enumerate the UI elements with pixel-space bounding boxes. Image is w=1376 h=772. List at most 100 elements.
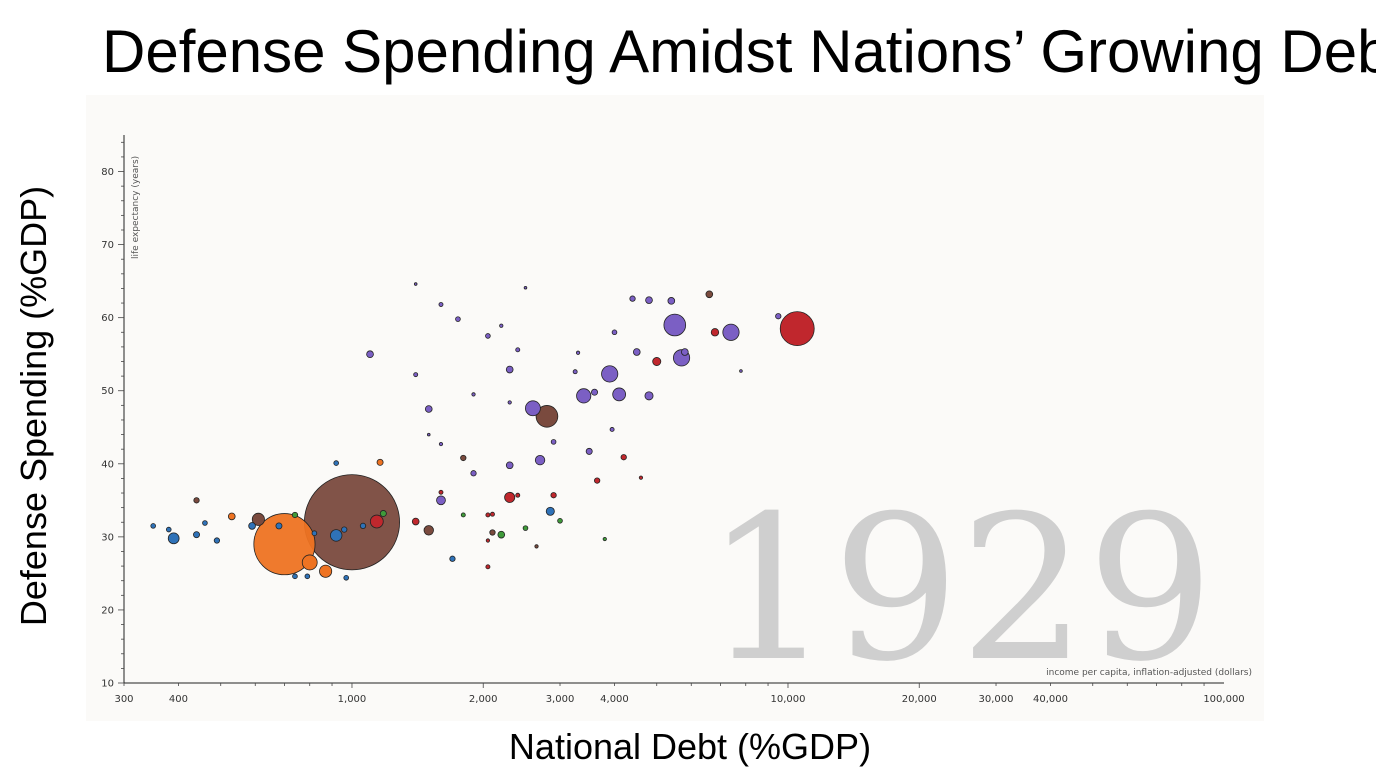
bubble-point[interactable] <box>638 475 644 480</box>
bubble-point[interactable] <box>612 387 627 402</box>
bubble-point[interactable] <box>343 575 349 581</box>
bubble-point[interactable] <box>722 323 740 341</box>
bubble-point[interactable] <box>455 316 461 322</box>
bubble-point[interactable] <box>557 518 563 524</box>
bubble-point[interactable] <box>534 454 546 466</box>
bubble-point[interactable] <box>515 347 521 353</box>
bubble-point[interactable] <box>485 538 491 543</box>
bubble-point[interactable] <box>366 350 374 359</box>
bubble-point[interactable] <box>550 492 557 499</box>
bubble-point[interactable] <box>611 329 618 336</box>
bubble-point[interactable] <box>369 514 384 529</box>
bubble-point[interactable] <box>515 492 521 498</box>
bubble-point[interactable] <box>739 369 743 373</box>
bubble-point[interactable] <box>485 512 491 518</box>
bubble-point[interactable] <box>376 458 384 466</box>
bubble-point[interactable] <box>471 392 476 397</box>
bubble-point[interactable] <box>253 513 316 576</box>
bubble-point[interactable] <box>609 427 615 432</box>
bubble-point[interactable] <box>681 348 689 356</box>
bubble-point[interactable] <box>303 474 400 571</box>
bubble-point[interactable] <box>411 517 420 526</box>
bubble-point[interactable] <box>319 564 333 578</box>
bubble-point[interactable] <box>534 544 539 549</box>
bubble-point[interactable] <box>645 296 653 304</box>
bubble-point[interactable] <box>602 536 607 542</box>
bubble-point[interactable] <box>499 323 504 328</box>
bubble-point[interactable] <box>460 454 467 462</box>
bubble-point[interactable] <box>535 405 559 428</box>
x-tick-label: 300 <box>114 694 133 705</box>
bubble-point[interactable] <box>775 313 782 320</box>
bubble-point[interactable] <box>505 365 514 374</box>
bubble-point[interactable] <box>705 290 714 299</box>
bubble-point[interactable] <box>167 532 180 545</box>
bubble-point[interactable] <box>311 530 318 536</box>
bubble-point[interactable] <box>438 441 444 447</box>
bubble-point[interactable] <box>585 447 593 455</box>
bubble-point[interactable] <box>652 357 662 366</box>
bubble-point[interactable] <box>710 328 720 337</box>
bubble-point[interactable] <box>424 405 433 413</box>
bubble-point[interactable] <box>438 489 444 495</box>
bubble-point[interactable] <box>550 439 557 445</box>
bubble-point[interactable] <box>460 512 466 518</box>
bubble-point[interactable] <box>505 461 514 470</box>
bubble-point[interactable] <box>620 454 627 461</box>
bubble-point[interactable] <box>663 313 687 337</box>
bubble-point[interactable] <box>423 525 434 536</box>
bubble-point[interactable] <box>575 350 581 355</box>
bubble-point[interactable] <box>330 529 343 542</box>
bubble-point[interactable] <box>594 477 601 484</box>
bubble-point[interactable] <box>504 491 516 503</box>
bubble-point[interactable] <box>490 511 495 517</box>
bubble-point[interactable] <box>438 302 444 307</box>
bubble-point[interactable] <box>449 555 456 562</box>
bubble-point[interactable] <box>292 573 298 580</box>
bubble-point[interactable] <box>248 522 256 530</box>
bubble-point[interactable] <box>545 506 555 516</box>
bubble-point[interactable] <box>522 525 529 531</box>
bubble-point[interactable] <box>379 510 387 517</box>
bubble-point[interactable] <box>779 311 815 347</box>
slide-title: Defense Spending Amidst Nations’ Growing… <box>102 18 1376 85</box>
bubble-point[interactable] <box>485 333 491 339</box>
bubble-point[interactable] <box>193 497 200 504</box>
bubble-point[interactable] <box>667 297 676 305</box>
bubble-point[interactable] <box>301 554 318 571</box>
bubble-point[interactable] <box>489 529 496 536</box>
bubble-point[interactable] <box>341 526 348 533</box>
bubble-point[interactable] <box>507 400 512 405</box>
bubble-point[interactable] <box>333 460 339 466</box>
bubble-point[interactable] <box>213 537 221 544</box>
bubble-point[interactable] <box>525 400 541 417</box>
bubble-point[interactable] <box>497 530 506 539</box>
bubble-point[interactable] <box>291 511 299 519</box>
bubble-point[interactable] <box>202 520 208 526</box>
bubble-point[interactable] <box>413 282 418 286</box>
bubble-point[interactable] <box>436 495 446 506</box>
bubble-point[interactable] <box>644 391 654 401</box>
bubble-point[interactable] <box>591 388 598 396</box>
bubble-point[interactable] <box>576 388 592 404</box>
bubble-point[interactable] <box>470 470 477 477</box>
bubble-point[interactable] <box>523 285 528 290</box>
bubble-point[interactable] <box>165 526 172 533</box>
bubble-point[interactable] <box>632 348 641 356</box>
slide-y-axis-label: Defense Spending (%GDP) <box>13 185 54 627</box>
year-label: 1929 <box>705 473 1214 706</box>
bubble-point[interactable] <box>275 522 283 530</box>
bubble-point[interactable] <box>572 369 578 375</box>
bubble-point[interactable] <box>359 522 367 530</box>
bubble-point[interactable] <box>413 372 419 378</box>
bubble-point[interactable] <box>426 432 431 437</box>
bubble-point[interactable] <box>251 512 265 526</box>
bubble-point[interactable] <box>485 564 491 570</box>
bubble-point[interactable] <box>227 512 236 521</box>
bubble-point[interactable] <box>150 523 156 529</box>
bubble-point[interactable] <box>193 531 200 539</box>
bubble-point[interactable] <box>629 295 636 302</box>
inner-y-axis-label: life expectancy (years) <box>131 156 141 259</box>
bubble-point[interactable] <box>304 573 311 580</box>
bubble-point[interactable] <box>601 365 619 383</box>
